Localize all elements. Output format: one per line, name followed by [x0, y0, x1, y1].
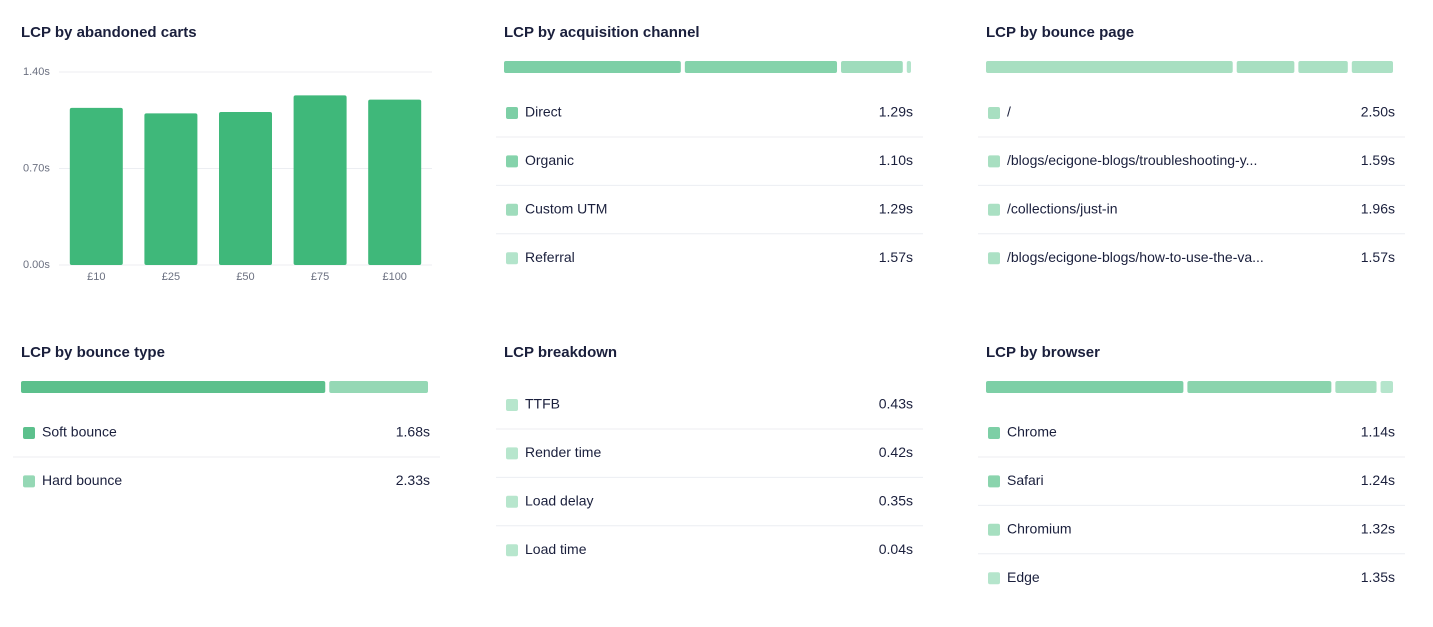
row-label: Render time [525, 444, 601, 460]
y-tick-label: 0.00s [23, 259, 50, 271]
share-segment [841, 61, 903, 73]
x-tick-label: £50 [236, 271, 254, 283]
legend-swatch [506, 155, 518, 168]
row-label: Chromium [1007, 521, 1072, 537]
row-value: 0.04s [879, 541, 913, 557]
legend-swatch [506, 399, 518, 411]
y-tick-label: 1.40s [23, 66, 50, 78]
share-segment [906, 61, 911, 73]
row-value: 0.43s [879, 396, 913, 412]
row-value: 1.57s [879, 249, 913, 265]
panel-title: LCP by bounce type [21, 344, 165, 361]
panel-title: LCP by browser [986, 344, 1100, 361]
row-label: Referral [525, 249, 575, 265]
row-label: Chrome [1007, 424, 1057, 440]
row-value: 0.42s [879, 444, 913, 460]
row-value: 1.35s [1361, 569, 1395, 585]
row-label: /collections/just-in [1007, 201, 1118, 217]
legend-swatch [988, 203, 1000, 216]
legend-swatch [988, 155, 1000, 168]
row-value: 1.14s [1361, 424, 1395, 440]
legend-swatch [988, 427, 1000, 439]
row-label: / [1007, 104, 1011, 120]
row-label: Hard bounce [42, 472, 122, 488]
x-tick-label: £10 [87, 271, 105, 283]
share-segment [1187, 381, 1332, 393]
row-label: Direct [525, 104, 562, 120]
row-label: Edge [1007, 569, 1040, 585]
x-tick-label: £75 [311, 271, 329, 283]
legend-swatch [506, 495, 518, 508]
bar [144, 113, 198, 265]
row-label: Safari [1007, 472, 1044, 488]
row-label: /blogs/ecigone-blogs/how-to-use-the-va..… [1007, 249, 1264, 265]
row-value: 1.32s [1361, 521, 1395, 537]
share-segment [684, 61, 838, 73]
row-label: Soft bounce [42, 424, 117, 440]
row-label: Load delay [525, 493, 594, 509]
legend-swatch [506, 252, 518, 265]
share-segment [1298, 61, 1348, 73]
bar [293, 95, 347, 265]
legend-swatch [988, 252, 1000, 265]
row-value: 1.96s [1361, 201, 1395, 217]
legend-swatch [506, 107, 518, 119]
legend-swatch [23, 475, 35, 488]
y-tick-label: 0.70s [23, 162, 50, 174]
x-tick-label: £100 [382, 271, 406, 283]
row-label: /blogs/ecigone-blogs/troubleshooting-y..… [1007, 152, 1257, 168]
row-value: 1.59s [1361, 152, 1395, 168]
legend-swatch [988, 107, 1000, 119]
legend-swatch [988, 475, 1000, 488]
legend-swatch [506, 544, 518, 557]
share-segment [986, 381, 1184, 393]
share-segment [21, 381, 326, 393]
share-segment [986, 61, 1233, 73]
legend-swatch [506, 447, 518, 460]
share-segment [329, 381, 428, 393]
row-label: TTFB [525, 396, 560, 412]
bar [69, 107, 123, 265]
legend-swatch [506, 203, 518, 216]
panel-title: LCP by bounce page [986, 24, 1134, 41]
panel-title: LCP breakdown [504, 344, 617, 361]
row-label: Load time [525, 541, 587, 557]
row-value: 1.68s [396, 424, 430, 440]
row-value: 1.29s [879, 201, 913, 217]
row-label: Custom UTM [525, 201, 607, 217]
legend-swatch [23, 427, 35, 439]
share-segment [1351, 61, 1393, 73]
share-segment [1380, 381, 1393, 393]
row-value: 2.50s [1361, 104, 1395, 120]
panel-title: LCP by acquisition channel [504, 24, 700, 41]
legend-swatch [988, 523, 1000, 536]
row-value: 1.24s [1361, 472, 1395, 488]
row-value: 1.57s [1361, 249, 1395, 265]
share-segment [504, 61, 681, 73]
panel-title: LCP by abandoned carts [21, 24, 197, 41]
row-value: 1.29s [879, 104, 913, 120]
row-label: Organic [525, 152, 574, 168]
legend-swatch [988, 572, 1000, 585]
x-tick-label: £25 [162, 271, 180, 283]
row-value: 2.33s [396, 472, 430, 488]
share-segment [1335, 381, 1377, 393]
bar [368, 99, 422, 265]
row-value: 1.10s [879, 152, 913, 168]
row-value: 0.35s [879, 493, 913, 509]
bar [219, 111, 272, 265]
share-segment [1236, 61, 1295, 73]
